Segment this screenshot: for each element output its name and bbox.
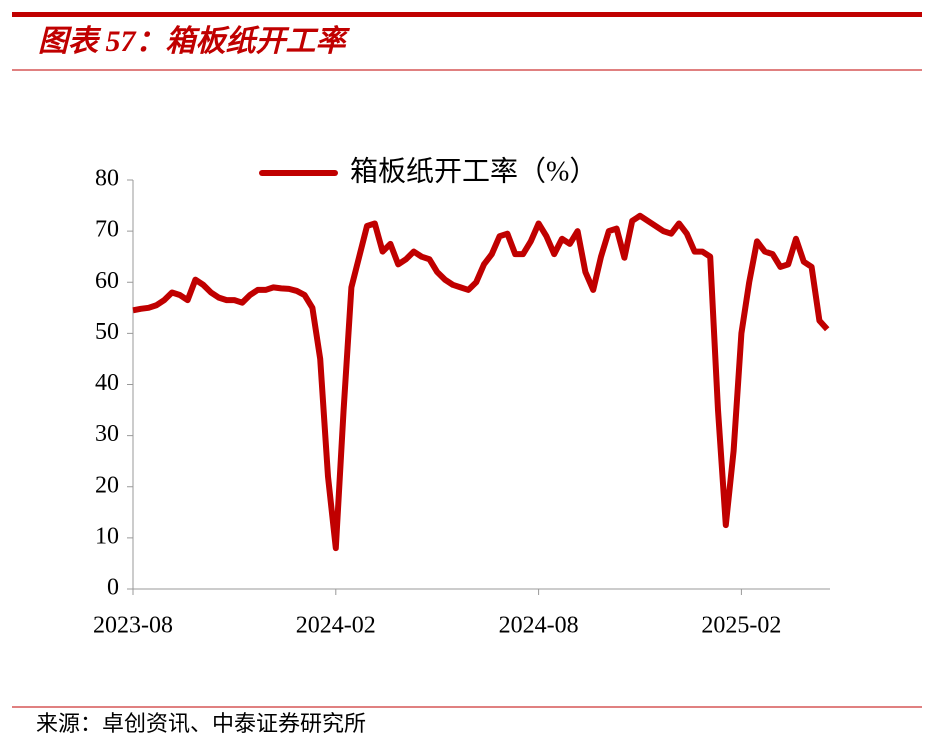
y-tick-label: 40 xyxy=(95,370,119,396)
x-tick-label: 2024-02 xyxy=(296,613,376,639)
page-title: 图表 57：箱板纸开工率 xyxy=(38,25,350,58)
y-tick-label: 60 xyxy=(95,268,119,294)
y-tick-label: 10 xyxy=(95,523,119,549)
x-tick-label: 2025-02 xyxy=(701,613,781,639)
line-series xyxy=(132,212,830,552)
legend-label: 箱板纸开工率（%） xyxy=(350,155,597,187)
source: 来源：卓创资讯、中泰证券研究所 xyxy=(36,711,366,736)
y-tick-label: 20 xyxy=(95,472,119,498)
y-tick-label: 70 xyxy=(95,217,119,243)
top-bar xyxy=(12,12,922,17)
y-tick-label: 30 xyxy=(95,421,119,447)
y-tick-label: 0 xyxy=(107,575,119,601)
x-tick-label: 2024-08 xyxy=(499,613,579,639)
y-tick-label: 80 xyxy=(95,166,119,192)
x-tick-label: 2023-08 xyxy=(93,613,173,639)
y-tick-label: 50 xyxy=(95,319,119,345)
